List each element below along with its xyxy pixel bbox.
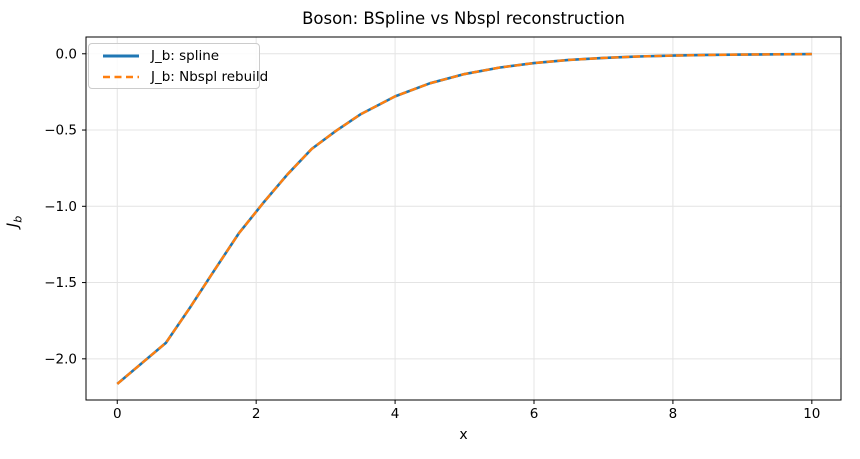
x-tick-label: 0 (113, 406, 122, 422)
legend-item-spline: J_b: spline (102, 48, 251, 64)
legend-item-rebuild: J_b: Nbspl rebuild (102, 69, 268, 85)
series-line-spline (116, 52, 812, 385)
x-tick-label: 10 (803, 406, 820, 422)
chart-title: Boson: BSpline vs Nbspl reconstruction (302, 9, 625, 28)
y-tick-label: 0.0 (56, 46, 77, 62)
x-tick-label: 4 (391, 406, 400, 422)
series-line-nbspl-rebuild (116, 52, 812, 385)
x-tick-label: 6 (530, 406, 539, 422)
axes-border (85, 36, 842, 401)
y-axis-label: Jb (4, 182, 25, 262)
legend-solid-line-icon (103, 54, 139, 57)
legend-item-label: J_b: Nbspl rebuild (151, 68, 269, 85)
legend-item-label: J_b: spline (151, 47, 220, 64)
y-tick-label: −2.0 (44, 351, 77, 367)
y-tick-label: −1.5 (44, 275, 77, 291)
legend-dashed-line-icon (103, 75, 139, 78)
y-tick-label: −1.0 (44, 199, 77, 215)
y-tick-label: −0.5 (44, 123, 77, 139)
legend: J_b: spline J_b: Nbspl rebuild (88, 43, 268, 89)
x-axis-label: x (459, 427, 468, 443)
x-tick-label: 2 (252, 406, 261, 422)
x-tick-label: 8 (669, 406, 678, 422)
y-axis-label-subscript: b (11, 215, 25, 223)
y-axis-label-symbol: J (3, 222, 22, 228)
